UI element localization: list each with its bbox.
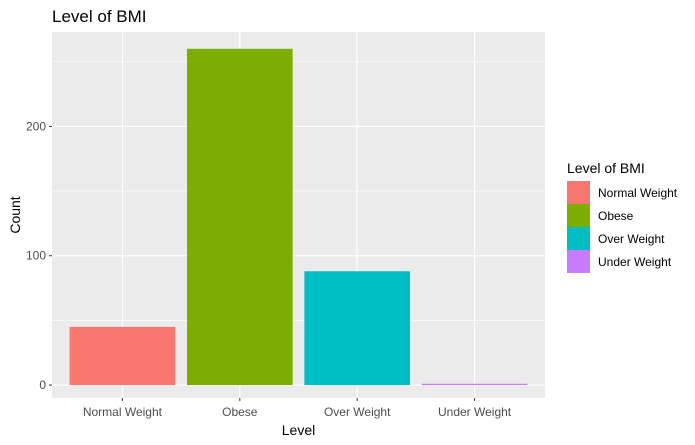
x-tick-label: Obese	[222, 405, 258, 419]
bar-under-weight	[421, 383, 528, 386]
bar-over-weight	[304, 271, 411, 386]
legend-label: Obese	[598, 209, 634, 223]
x-tick-label: Over Weight	[324, 405, 391, 419]
legend-items: Normal Weight Obese Over Weight Under Weigh…	[567, 181, 678, 273]
bars	[69, 48, 528, 386]
y-tick-label: 100	[26, 249, 46, 263]
x-tick-label: Normal Weight	[83, 405, 163, 419]
legend-swatch	[567, 204, 590, 227]
legend-swatch	[567, 227, 590, 250]
legend-title: Level of BMI	[567, 160, 645, 176]
y-tick-label: 200	[26, 119, 46, 133]
x-axis-ticks: Normal Weight Obese Over Weight Under Weigh…	[83, 398, 512, 419]
y-axis-title: Count	[7, 196, 23, 233]
x-tick-label: Under Weight	[438, 405, 512, 419]
legend-swatch	[567, 250, 590, 273]
bar-obese	[186, 48, 293, 386]
legend-label: Normal Weight	[598, 186, 678, 200]
legend-swatch	[567, 181, 590, 204]
legend: Level of BMI Normal Weight Obese Over Weig…	[567, 160, 678, 273]
legend-label: Over Weight	[598, 232, 665, 246]
y-axis-ticks: 0 100 200	[26, 119, 52, 392]
bar-normal-weight	[69, 326, 176, 386]
x-axis-title: Level	[282, 422, 315, 438]
y-tick-label: 0	[39, 378, 46, 392]
chart-title: Level of BMI	[52, 7, 147, 26]
minor-gridlines	[52, 61, 545, 321]
legend-label: Under Weight	[598, 255, 672, 269]
